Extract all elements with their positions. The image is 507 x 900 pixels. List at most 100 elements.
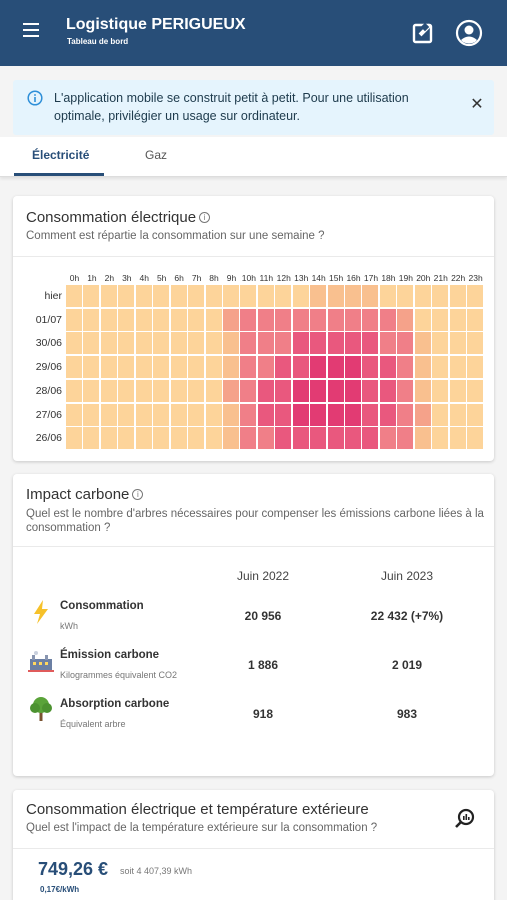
heatmap-cell[interactable] [205, 356, 222, 379]
heatmap-cell[interactable] [467, 356, 484, 379]
heatmap-cell[interactable] [467, 285, 484, 307]
heatmap-cell[interactable] [205, 427, 222, 450]
heatmap-cell[interactable] [327, 308, 344, 331]
heatmap-cell[interactable] [240, 427, 257, 450]
heatmap-cell[interactable] [188, 403, 205, 426]
heatmap-cell[interactable] [292, 356, 309, 379]
account-button[interactable] [455, 19, 483, 47]
heatmap-cell[interactable] [345, 285, 362, 307]
heatmap-cell[interactable] [345, 379, 362, 402]
heatmap-cell[interactable] [188, 356, 205, 379]
heatmap-cell[interactable] [83, 308, 100, 331]
heatmap-cell[interactable] [292, 427, 309, 450]
heatmap-cell[interactable] [66, 308, 82, 331]
menu-button[interactable] [23, 23, 43, 43]
heatmap-cell[interactable] [66, 356, 82, 379]
heatmap-cell[interactable] [275, 285, 292, 307]
heatmap-cell[interactable] [345, 427, 362, 450]
heatmap-cell[interactable] [83, 356, 100, 379]
heatmap-cell[interactable] [257, 308, 274, 331]
heatmap-cell[interactable] [222, 285, 239, 307]
heatmap-cell[interactable] [362, 285, 379, 307]
heatmap-cell[interactable] [345, 356, 362, 379]
heatmap-cell[interactable] [135, 285, 152, 307]
heatmap-cell[interactable] [205, 332, 222, 355]
heatmap-cell[interactable] [275, 356, 292, 379]
heatmap-cell[interactable] [362, 403, 379, 426]
heatmap-cell[interactable] [222, 308, 239, 331]
heatmap-cell[interactable] [240, 403, 257, 426]
heatmap-cell[interactable] [257, 427, 274, 450]
heatmap-cell[interactable] [379, 285, 396, 307]
heatmap-cell[interactable] [240, 379, 257, 402]
heatmap-cell[interactable] [310, 308, 327, 331]
heatmap-cell[interactable] [170, 379, 187, 402]
heatmap-cell[interactable] [345, 403, 362, 426]
heatmap-cell[interactable] [257, 332, 274, 355]
heatmap-cell[interactable] [432, 285, 449, 307]
heatmap-cell[interactable] [66, 379, 82, 402]
heatmap-cell[interactable] [100, 332, 117, 355]
heatmap-cell[interactable] [327, 332, 344, 355]
heatmap-cell[interactable] [467, 332, 484, 355]
heatmap-cell[interactable] [345, 332, 362, 355]
heatmap-cell[interactable] [292, 308, 309, 331]
heatmap-cell[interactable] [275, 403, 292, 426]
heatmap-cell[interactable] [362, 332, 379, 355]
heatmap-cell[interactable] [135, 356, 152, 379]
heatmap-cell[interactable] [449, 356, 466, 379]
heatmap-cell[interactable] [310, 332, 327, 355]
heatmap-cell[interactable] [205, 308, 222, 331]
heatmap-cell[interactable] [467, 427, 484, 450]
heatmap-cell[interactable] [362, 427, 379, 450]
info-icon[interactable]: i [199, 212, 211, 223]
heatmap-cell[interactable] [240, 285, 257, 307]
heatmap-cell[interactable] [205, 379, 222, 402]
heatmap-cell[interactable] [310, 403, 327, 426]
heatmap-cell[interactable] [397, 379, 414, 402]
heatmap-cell[interactable] [153, 403, 170, 426]
heatmap-cell[interactable] [432, 427, 449, 450]
heatmap-cell[interactable] [275, 427, 292, 450]
heatmap-cell[interactable] [170, 285, 187, 307]
heatmap-cell[interactable] [100, 356, 117, 379]
heatmap-cell[interactable] [118, 356, 135, 379]
heatmap-cell[interactable] [449, 308, 466, 331]
heatmap-cell[interactable] [414, 285, 431, 307]
heatmap-cell[interactable] [188, 285, 205, 307]
heatmap-cell[interactable] [310, 379, 327, 402]
heatmap-cell[interactable] [118, 308, 135, 331]
heatmap-cell[interactable] [83, 332, 100, 355]
heatmap-cell[interactable] [449, 285, 466, 307]
heatmap-cell[interactable] [66, 403, 82, 426]
heatmap-cell[interactable] [379, 332, 396, 355]
heatmap-cell[interactable] [257, 403, 274, 426]
heatmap-cell[interactable] [397, 356, 414, 379]
heatmap-cell[interactable] [275, 308, 292, 331]
heatmap-cell[interactable] [153, 427, 170, 450]
heatmap-cell[interactable] [397, 403, 414, 426]
tab-electricite[interactable]: Électricité [32, 148, 90, 162]
heatmap-cell[interactable] [310, 285, 327, 307]
heatmap-cell[interactable] [292, 285, 309, 307]
heatmap-cell[interactable] [135, 379, 152, 402]
heatmap-cell[interactable] [397, 285, 414, 307]
heatmap-cell[interactable] [135, 308, 152, 331]
heatmap-cell[interactable] [222, 403, 239, 426]
heatmap-cell[interactable] [467, 403, 484, 426]
heatmap-cell[interactable] [170, 403, 187, 426]
heatmap-cell[interactable] [170, 356, 187, 379]
heatmap-cell[interactable] [379, 427, 396, 450]
heatmap-cell[interactable] [118, 285, 135, 307]
heatmap-cell[interactable] [449, 403, 466, 426]
heatmap-cell[interactable] [100, 427, 117, 450]
heatmap-cell[interactable] [257, 285, 274, 307]
heatmap-cell[interactable] [327, 379, 344, 402]
heatmap-cell[interactable] [153, 356, 170, 379]
heatmap-cell[interactable] [100, 285, 117, 307]
heatmap-cell[interactable] [188, 379, 205, 402]
heatmap-cell[interactable] [397, 308, 414, 331]
heatmap-cell[interactable] [83, 403, 100, 426]
heatmap-cell[interactable] [467, 308, 484, 331]
heatmap-cell[interactable] [432, 403, 449, 426]
